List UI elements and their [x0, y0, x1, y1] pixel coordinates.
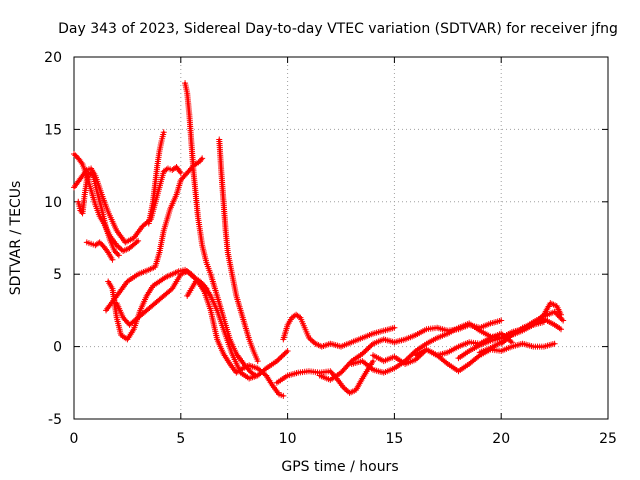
axis-ticks: 0 5 10 15 20 25 -5 0 5 10 15 20 [44, 50, 617, 447]
plot-frame [73, 56, 609, 420]
y-axis-label: SDTVAR / TECUs [8, 181, 24, 296]
series-markers [184, 278, 291, 382]
series-trace [318, 319, 503, 382]
x-axis-label: GPS time / hours [281, 459, 398, 475]
x-tick-label: 20 [492, 431, 510, 447]
series-11 [184, 278, 291, 382]
x-tick-label: 0 [70, 431, 79, 447]
series-markers [280, 311, 398, 350]
x-tick-label: 10 [279, 431, 297, 447]
y-tick-label: 10 [44, 195, 62, 211]
series-markers [113, 268, 210, 328]
series-markers [455, 308, 567, 362]
y-tick-label: -5 [48, 412, 62, 428]
x-tick-label: 15 [385, 431, 403, 447]
series-6 [105, 266, 287, 399]
series-10 [216, 136, 261, 365]
data-points [71, 80, 567, 399]
x-tick-label: 5 [176, 431, 185, 447]
series-5 [103, 155, 206, 314]
series-markers [216, 136, 261, 365]
series-markers [145, 129, 167, 227]
series-markers [103, 155, 206, 314]
series-12 [280, 311, 398, 350]
y-tick-label: 20 [44, 50, 62, 66]
y-tick-label: 15 [44, 122, 62, 138]
series-7 [113, 268, 210, 328]
series-9 [182, 80, 259, 379]
series-20 [455, 308, 567, 362]
series-markers [75, 169, 122, 259]
series-markers [182, 80, 259, 379]
series-3 [75, 169, 122, 259]
series-8 [145, 129, 167, 227]
series-4 [83, 239, 116, 263]
grid-lines [74, 57, 608, 419]
x-tick-label: 25 [599, 431, 617, 447]
y-tick-label: 5 [53, 267, 62, 283]
series-markers [273, 358, 377, 396]
y-tick-label: 0 [53, 340, 62, 356]
chart-title: Day 343 of 2023, Sidereal Day-to-day VTE… [58, 21, 618, 37]
series-markers [83, 239, 116, 263]
series-markers [105, 266, 287, 399]
